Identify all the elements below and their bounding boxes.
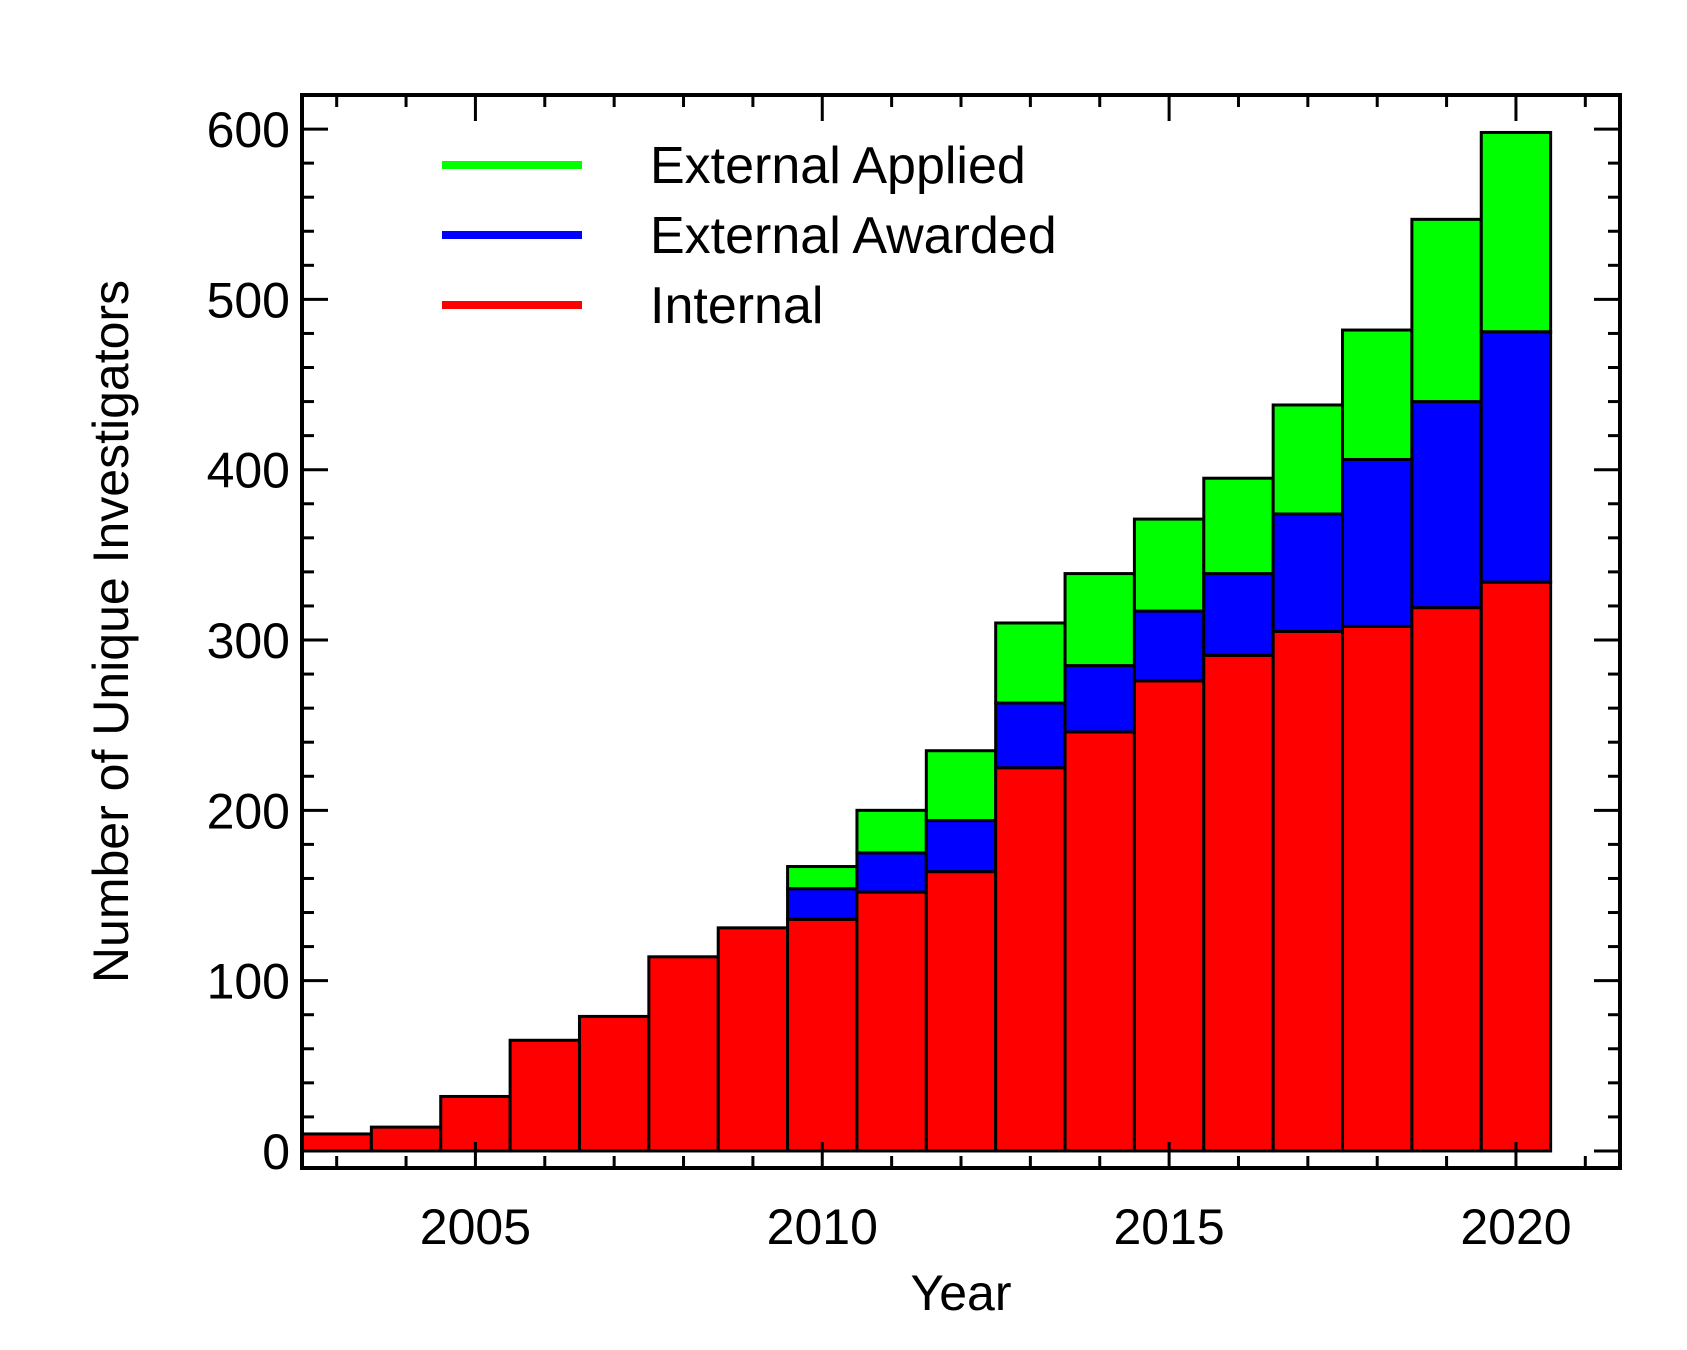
bar-external-applied-2014 (1063, 572, 1136, 668)
legend-label: Internal (650, 277, 823, 335)
legend: External Applied External Awarded Internal (442, 137, 1057, 335)
bar-external-awarded-2014 (1063, 664, 1136, 734)
y-axis-title: Number of Unique Investigators (83, 280, 139, 983)
bar-external-applied-2017 (1271, 403, 1345, 516)
x-tick-label: 2010 (767, 1199, 878, 1255)
bar-internal-2016 (1202, 653, 1275, 1153)
y-tick-label: 200 (207, 783, 290, 839)
bar-external-awarded-2013 (994, 701, 1067, 770)
bar-external-awarded-2012 (924, 819, 998, 874)
y-tick-label: 400 (207, 443, 290, 499)
bar-external-awarded-2019 (1410, 400, 1483, 610)
bar-internal-2010 (786, 917, 859, 1153)
bar-internal-2019 (1410, 606, 1483, 1153)
legend-label: External Applied (650, 137, 1026, 195)
bar-external-applied-2018 (1341, 328, 1414, 461)
bar-internal-2008 (647, 955, 720, 1153)
bar-external-awarded-2011 (855, 851, 928, 894)
bar-internal-2011 (855, 890, 928, 1153)
bar-internal-2013 (994, 766, 1067, 1153)
bar-internal-2017 (1271, 630, 1345, 1153)
axis-tick-labels: 2005 2010 2015 2020 0 100 200 300 400 500 600 (207, 102, 1572, 1255)
y-tick-label: 300 (207, 613, 290, 669)
y-tick-label: 600 (207, 102, 290, 158)
bar-external-applied-2015 (1132, 517, 1206, 613)
axis-ticks (302, 93, 1620, 1168)
bar-external-applied-2013 (994, 621, 1067, 705)
x-axis-title: Year (910, 1265, 1011, 1321)
bar-external-awarded-2020 (1479, 330, 1553, 584)
bar-internal-2018 (1341, 624, 1414, 1153)
x-tick-label: 2020 (1460, 1199, 1571, 1255)
bar-external-applied-2016 (1202, 476, 1275, 576)
bar-internal-2006 (508, 1038, 581, 1153)
bar-internal-2014 (1063, 730, 1136, 1153)
bar-internal-2007 (577, 1014, 651, 1153)
bar-internal-2012 (924, 870, 998, 1153)
bar-external-applied-2011 (855, 808, 928, 855)
y-tick-label: 100 (207, 954, 290, 1010)
bar-internal-2003 (300, 1132, 373, 1153)
bar-external-awarded-2016 (1202, 572, 1275, 657)
bar-internal-2015 (1132, 679, 1206, 1153)
bar-internal-2004 (369, 1125, 443, 1153)
bar-external-applied-2012 (924, 749, 998, 823)
bar-external-awarded-2017 (1271, 512, 1345, 634)
bars-group (300, 130, 1553, 1153)
legend-label: External Awarded (650, 207, 1057, 265)
x-tick-label: 2015 (1113, 1199, 1224, 1255)
bar-internal-2020 (1479, 580, 1553, 1153)
bar-external-awarded-2018 (1341, 457, 1414, 628)
bar-internal-2009 (716, 926, 790, 1153)
bar-external-applied-2020 (1479, 130, 1553, 334)
bar-external-applied-2010 (786, 865, 859, 891)
bar-external-awarded-2015 (1132, 609, 1206, 683)
y-tick-label: 500 (207, 272, 290, 328)
bar-external-awarded-2010 (786, 887, 859, 921)
y-tick-label: 0 (262, 1124, 290, 1180)
x-tick-label: 2005 (420, 1199, 531, 1255)
bar-external-applied-2019 (1410, 217, 1483, 404)
